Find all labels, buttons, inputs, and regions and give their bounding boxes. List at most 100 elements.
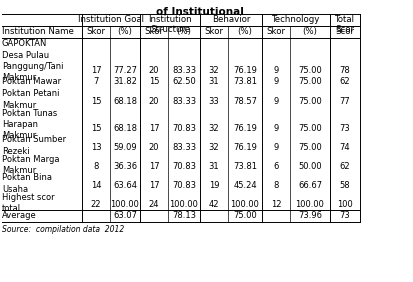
Text: Skor: Skor — [204, 27, 223, 36]
Text: 17: 17 — [149, 162, 159, 171]
Text: Behavior: Behavior — [212, 15, 250, 24]
Text: 73.81: 73.81 — [233, 162, 257, 171]
Text: 14: 14 — [91, 181, 101, 190]
Text: 83.33: 83.33 — [172, 97, 196, 106]
Text: Institution Name: Institution Name — [2, 27, 74, 36]
Text: 31.82: 31.82 — [113, 78, 137, 87]
Text: (%): (%) — [303, 27, 318, 36]
Text: 62.50: 62.50 — [172, 78, 196, 87]
Text: Source:  compilation data  2012: Source: compilation data 2012 — [2, 225, 124, 234]
Text: 9: 9 — [273, 66, 279, 75]
Text: 75.00: 75.00 — [298, 143, 322, 152]
Text: 50.00: 50.00 — [298, 162, 322, 171]
Text: Skor: Skor — [86, 27, 105, 36]
Text: Skor: Skor — [145, 27, 164, 36]
Text: Institution
Structure: Institution Structure — [148, 15, 192, 34]
Text: 12: 12 — [271, 200, 281, 209]
Text: (%): (%) — [118, 27, 133, 36]
Text: 15: 15 — [149, 78, 159, 87]
Text: Poktan Sumber
Rezeki: Poktan Sumber Rezeki — [2, 135, 66, 156]
Text: GAPOKTAN
Desa Pulau
Panggung/Tani
Makmur: GAPOKTAN Desa Pulau Panggung/Tani Makmur — [2, 39, 64, 82]
Text: 68.18: 68.18 — [113, 97, 137, 106]
Text: Poktan Petani
Makmur: Poktan Petani Makmur — [2, 89, 59, 110]
Text: 9: 9 — [273, 97, 279, 106]
Text: 78.13: 78.13 — [172, 212, 196, 221]
Text: 70.83: 70.83 — [172, 162, 196, 171]
Text: 66.67: 66.67 — [298, 181, 322, 190]
Text: 74: 74 — [339, 143, 350, 152]
Text: Institution Goal: Institution Goal — [78, 15, 144, 24]
Text: 8: 8 — [273, 181, 279, 190]
Text: Highest scor
total: Highest scor total — [2, 193, 55, 213]
Text: Poktan Bina
Usaha: Poktan Bina Usaha — [2, 173, 52, 194]
Text: Technology: Technology — [272, 15, 320, 24]
Text: 24: 24 — [149, 200, 159, 209]
Text: 32: 32 — [209, 66, 219, 75]
Text: Poktan Mawar: Poktan Mawar — [2, 78, 61, 87]
Text: 63.07: 63.07 — [113, 212, 137, 221]
Text: 15: 15 — [91, 124, 101, 133]
Text: 70.83: 70.83 — [172, 124, 196, 133]
Text: 8: 8 — [93, 162, 99, 171]
Text: Poktan Tunas
Harapan
Makmur: Poktan Tunas Harapan Makmur — [2, 109, 57, 140]
Text: 9: 9 — [273, 143, 279, 152]
Text: 20: 20 — [149, 66, 159, 75]
Text: 20: 20 — [149, 143, 159, 152]
Text: 42: 42 — [209, 200, 219, 209]
Text: 100.00: 100.00 — [230, 200, 259, 209]
Text: 78: 78 — [339, 66, 350, 75]
Text: 100.00: 100.00 — [170, 200, 198, 209]
Text: 6: 6 — [273, 162, 279, 171]
Text: 7: 7 — [93, 78, 99, 87]
Text: 70.83: 70.83 — [172, 181, 196, 190]
Text: (%): (%) — [237, 27, 252, 36]
Text: 17: 17 — [149, 181, 159, 190]
Text: 13: 13 — [91, 143, 101, 152]
Text: of Institutional: of Institutional — [156, 7, 244, 17]
Text: Scor: Scor — [335, 27, 354, 36]
Text: 73.96: 73.96 — [298, 212, 322, 221]
Text: 22: 22 — [91, 200, 101, 209]
Text: 77.27: 77.27 — [113, 66, 137, 75]
Text: 83.33: 83.33 — [172, 143, 196, 152]
Text: Skor: Skor — [266, 27, 285, 36]
Text: 62: 62 — [339, 78, 350, 87]
Text: 36.36: 36.36 — [113, 162, 137, 171]
Text: 62: 62 — [339, 162, 350, 171]
Text: 63.64: 63.64 — [113, 181, 137, 190]
Text: 100.00: 100.00 — [111, 200, 140, 209]
Text: 17: 17 — [149, 124, 159, 133]
Text: 20: 20 — [149, 97, 159, 106]
Text: 78.57: 78.57 — [233, 97, 257, 106]
Text: Total
Scor: Total Scor — [335, 15, 355, 34]
Text: 76.19: 76.19 — [233, 124, 257, 133]
Text: 73: 73 — [339, 212, 350, 221]
Text: 9: 9 — [273, 78, 279, 87]
Text: 76.19: 76.19 — [233, 143, 257, 152]
Text: 100: 100 — [337, 200, 353, 209]
Text: 9: 9 — [273, 124, 279, 133]
Text: 75.00: 75.00 — [233, 212, 257, 221]
Text: 33: 33 — [209, 97, 219, 106]
Text: 73.81: 73.81 — [233, 78, 257, 87]
Text: 32: 32 — [209, 124, 219, 133]
Text: 32: 32 — [209, 143, 219, 152]
Text: 75.00: 75.00 — [298, 66, 322, 75]
Text: 100.00: 100.00 — [296, 200, 325, 209]
Text: 45.24: 45.24 — [233, 181, 257, 190]
Text: 77: 77 — [339, 97, 350, 106]
Text: 58: 58 — [339, 181, 350, 190]
Text: 15: 15 — [91, 97, 101, 106]
Text: Poktan Marga
Makmur: Poktan Marga Makmur — [2, 155, 59, 175]
Text: 17: 17 — [91, 66, 101, 75]
Text: 19: 19 — [209, 181, 219, 190]
Text: Average: Average — [2, 212, 37, 221]
Text: 76.19: 76.19 — [233, 66, 257, 75]
Text: 31: 31 — [209, 162, 219, 171]
Text: 31: 31 — [209, 78, 219, 87]
Text: 75.00: 75.00 — [298, 78, 322, 87]
Text: 75.00: 75.00 — [298, 124, 322, 133]
Text: 59.09: 59.09 — [113, 143, 137, 152]
Text: 75.00: 75.00 — [298, 97, 322, 106]
Text: 68.18: 68.18 — [113, 124, 137, 133]
